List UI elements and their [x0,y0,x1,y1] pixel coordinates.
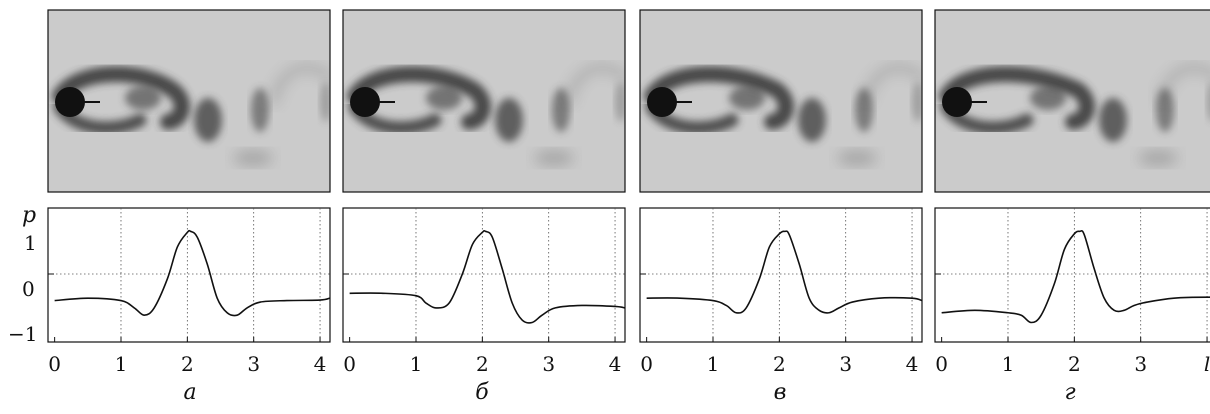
plot-frame [934,207,1210,343]
pressure-curve [646,230,923,314]
shed-vortex [194,98,222,142]
x-tick-label: 2 [773,352,786,376]
y-tick-label: 1 [24,231,37,255]
x-tick-label: 0 [343,352,356,376]
cylinder [647,87,677,117]
plot-frame [47,207,331,343]
cylinder [55,87,85,117]
x-tick-label: 2 [476,352,489,376]
shed-vortex [251,88,269,132]
x-tick-label: 2 [181,352,194,376]
far-wake-streak [269,63,330,106]
x-tick-label: 1 [707,352,720,376]
x-tick-label: 1 [1002,352,1015,376]
plot-frame [342,207,626,343]
pressure-plot-panel: 0 1 2 3 4 [639,207,923,376]
far-wake-streak [861,63,922,106]
x-tick-label: 3 [247,352,260,376]
y-tick-label: −1 [8,322,37,346]
x-tick-label: 1 [115,352,128,376]
y-tick-label: 0 [22,277,35,301]
x-tick-label: 0 [935,352,948,376]
cylinder [350,87,380,117]
x-tick-label: 1 [410,352,423,376]
x-tick-label: 3 [839,352,852,376]
pressure-plot-panel: 0 1 2 3 4 [342,207,626,376]
shed-vortex [798,98,826,142]
upper-shear-layer [52,66,190,130]
upper-shear-layer [347,66,491,130]
shed-vortex [495,98,523,142]
shed-vortex-faint [233,150,273,166]
near-wake-vortex [1030,86,1066,110]
x-tick-label: 2 [1068,352,1081,376]
x-tick-label: 4 [906,352,919,376]
cylinder [942,87,972,117]
x-tick-label: 0 [48,352,61,376]
far-wake-streak [1156,63,1210,106]
pressure-plot-panel: 0 1 2 3 4 [47,207,331,376]
x-tick-label: l [1204,352,1210,376]
shed-vortex-faint [534,150,574,166]
shed-vortex [1099,98,1127,142]
panel-caption-a: а [183,380,197,405]
upper-shear-layer [644,66,794,130]
x-tick-label: 4 [609,352,622,376]
panel-caption-v: в [773,380,787,405]
pressure-curve [349,229,626,324]
flow-fields [47,9,1210,193]
shed-vortex-faint [615,82,625,122]
x-tick-label: 0 [640,352,653,376]
near-wake-vortex [426,86,462,110]
panel-caption-b: б [475,380,489,405]
x-tick-label: 4 [314,352,327,376]
shed-vortex-faint [320,82,330,122]
shared-y-axis: p 1 0 −1 [8,203,37,346]
shed-vortex-faint [837,150,877,166]
flow-field-panel [639,9,923,193]
near-wake-vortex [125,86,161,110]
plot-frame [639,207,923,343]
pressure-plot-panel: 0 1 2 3 l [934,207,1210,376]
far-wake-streak [564,63,625,106]
shed-vortex-faint [1207,84,1210,120]
x-tick-label: 3 [1134,352,1147,376]
flow-field-panel [47,9,331,193]
pressure-curve [941,230,1210,324]
x-tick-label: 3 [542,352,555,376]
near-wake-vortex [729,86,765,110]
panel-caption-g: г [1064,380,1076,405]
flow-field-panel [934,9,1210,193]
y-axis-label: p [22,203,36,228]
shed-vortex-faint [1138,150,1178,166]
flow-field-panel [342,9,626,193]
pressure-curve [54,229,331,317]
shed-vortex-faint [912,82,922,122]
upper-shear-layer [939,66,1095,130]
